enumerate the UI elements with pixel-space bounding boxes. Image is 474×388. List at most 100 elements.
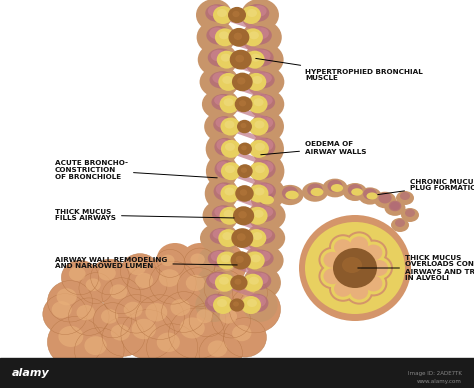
Ellipse shape	[146, 303, 167, 322]
Ellipse shape	[217, 139, 229, 151]
Ellipse shape	[241, 168, 247, 173]
Ellipse shape	[255, 138, 275, 156]
Ellipse shape	[255, 121, 264, 128]
Ellipse shape	[245, 4, 269, 22]
Ellipse shape	[246, 73, 266, 91]
Ellipse shape	[120, 254, 160, 289]
Ellipse shape	[359, 270, 387, 296]
Ellipse shape	[206, 154, 238, 188]
Ellipse shape	[251, 189, 279, 211]
Ellipse shape	[240, 294, 263, 314]
Ellipse shape	[150, 261, 196, 304]
Ellipse shape	[200, 223, 238, 253]
Ellipse shape	[252, 94, 275, 111]
Ellipse shape	[214, 254, 246, 282]
Ellipse shape	[161, 255, 174, 266]
Ellipse shape	[136, 295, 184, 340]
Ellipse shape	[214, 182, 236, 201]
Ellipse shape	[348, 184, 362, 196]
Ellipse shape	[198, 43, 237, 76]
Ellipse shape	[237, 164, 253, 178]
Ellipse shape	[208, 250, 234, 267]
Ellipse shape	[310, 188, 323, 196]
Ellipse shape	[79, 273, 112, 303]
Ellipse shape	[224, 98, 234, 106]
Ellipse shape	[241, 296, 261, 314]
Ellipse shape	[334, 281, 352, 297]
Ellipse shape	[157, 243, 193, 273]
Ellipse shape	[157, 333, 180, 352]
Ellipse shape	[249, 140, 269, 158]
Ellipse shape	[244, 244, 283, 276]
Ellipse shape	[222, 76, 232, 84]
Ellipse shape	[365, 255, 393, 281]
Ellipse shape	[109, 284, 128, 299]
Ellipse shape	[206, 272, 232, 290]
Ellipse shape	[212, 205, 235, 222]
Ellipse shape	[323, 268, 341, 284]
Ellipse shape	[260, 117, 273, 128]
Ellipse shape	[210, 71, 235, 88]
Ellipse shape	[329, 234, 357, 260]
Ellipse shape	[246, 66, 284, 97]
Ellipse shape	[384, 200, 405, 216]
Ellipse shape	[215, 160, 236, 178]
Ellipse shape	[244, 43, 283, 76]
Ellipse shape	[361, 242, 385, 263]
Ellipse shape	[212, 277, 230, 292]
Ellipse shape	[214, 138, 236, 156]
Ellipse shape	[215, 274, 235, 292]
Ellipse shape	[234, 33, 242, 40]
Ellipse shape	[221, 162, 241, 180]
Text: CHRONIC MUCUS
PLUG FORMATION: CHRONIC MUCUS PLUG FORMATION	[378, 178, 474, 195]
Ellipse shape	[135, 273, 153, 288]
Text: ACUTE BRONCHO-
CONSTRICTION
OF BRONCHIOLE: ACUTE BRONCHO- CONSTRICTION OF BRONCHIOL…	[55, 160, 217, 180]
Ellipse shape	[207, 243, 243, 273]
Ellipse shape	[322, 178, 347, 197]
Ellipse shape	[213, 6, 233, 24]
Ellipse shape	[255, 251, 271, 262]
Ellipse shape	[246, 229, 266, 247]
Ellipse shape	[366, 192, 377, 199]
Ellipse shape	[69, 267, 86, 281]
Ellipse shape	[177, 268, 220, 307]
Ellipse shape	[208, 295, 222, 307]
Ellipse shape	[205, 177, 238, 210]
Ellipse shape	[323, 252, 341, 268]
Ellipse shape	[255, 187, 264, 196]
Ellipse shape	[351, 188, 363, 196]
Ellipse shape	[345, 231, 373, 257]
Ellipse shape	[251, 111, 284, 142]
Ellipse shape	[320, 249, 345, 271]
Ellipse shape	[250, 71, 274, 88]
Ellipse shape	[239, 283, 255, 296]
Ellipse shape	[334, 239, 352, 255]
Text: OEDEMA OF
AIRWAY WALLS: OEDEMA OF AIRWAY WALLS	[261, 142, 366, 155]
Ellipse shape	[132, 319, 156, 339]
Ellipse shape	[256, 191, 273, 205]
Ellipse shape	[242, 20, 282, 54]
Text: www.alamy.com: www.alamy.com	[417, 379, 462, 383]
Ellipse shape	[251, 205, 276, 222]
Ellipse shape	[365, 244, 383, 261]
Ellipse shape	[246, 26, 272, 45]
Ellipse shape	[211, 50, 227, 62]
Ellipse shape	[232, 11, 239, 17]
Ellipse shape	[251, 5, 266, 17]
Ellipse shape	[405, 209, 415, 217]
Ellipse shape	[209, 273, 225, 284]
Ellipse shape	[233, 277, 267, 309]
Ellipse shape	[255, 165, 265, 173]
Ellipse shape	[395, 219, 405, 227]
Ellipse shape	[248, 48, 273, 67]
Ellipse shape	[243, 274, 263, 292]
Ellipse shape	[195, 288, 233, 322]
Ellipse shape	[208, 48, 234, 67]
Ellipse shape	[102, 278, 141, 314]
Ellipse shape	[225, 143, 235, 151]
Ellipse shape	[247, 95, 268, 113]
Ellipse shape	[169, 308, 224, 359]
Ellipse shape	[159, 269, 180, 287]
Ellipse shape	[217, 50, 237, 69]
Ellipse shape	[230, 251, 251, 270]
